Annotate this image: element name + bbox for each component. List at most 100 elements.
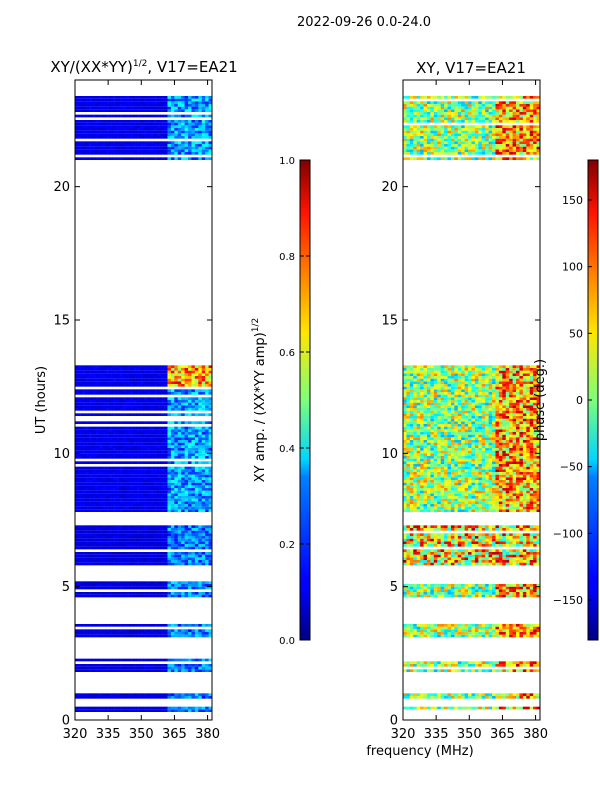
heatmap-cell xyxy=(529,592,534,595)
heatmap-cell xyxy=(208,538,212,542)
heatmap-cell xyxy=(133,368,138,371)
heatmap-cell xyxy=(492,562,496,566)
heatmap-cell xyxy=(140,629,144,632)
heatmap-cell xyxy=(194,693,199,696)
heatmap-cell xyxy=(116,488,120,491)
heatmap-cell xyxy=(126,453,131,456)
heatmap-cell xyxy=(450,562,455,566)
heatmap-cell xyxy=(464,706,469,710)
heatmap-cell xyxy=(109,381,114,384)
heatmap-cell xyxy=(119,485,124,488)
heatmap-cell xyxy=(184,448,189,451)
heatmap-cell xyxy=(512,706,517,710)
heatmap-cell xyxy=(119,506,124,510)
heatmap-cell xyxy=(205,429,209,432)
heatmap-cell xyxy=(413,594,418,598)
heatmap-cell xyxy=(157,370,162,374)
heatmap-cell xyxy=(88,493,93,496)
heatmap-cell xyxy=(133,96,138,99)
heatmap-cell xyxy=(181,125,185,128)
heatmap-cell xyxy=(129,666,134,670)
heatmap-cell xyxy=(406,589,411,592)
heatmap-cell xyxy=(105,592,110,595)
heatmap-cell xyxy=(146,480,151,483)
heatmap-cell xyxy=(116,368,120,371)
heatmap-cell xyxy=(170,536,175,539)
heatmap-cell xyxy=(133,696,138,699)
heatmap-cell xyxy=(129,370,134,374)
heatmap-cell xyxy=(136,624,141,627)
heatmap-cell xyxy=(464,669,469,672)
heatmap-cell xyxy=(136,632,141,635)
heatmap-cell xyxy=(174,378,179,382)
heatmap-cell xyxy=(164,408,168,411)
heatmap-cell xyxy=(447,624,452,627)
heatmap-cell xyxy=(201,381,206,384)
heatmap-cell xyxy=(95,472,100,475)
heatmap-cell xyxy=(201,426,206,430)
heatmap-cell xyxy=(160,490,165,494)
heatmap-cell xyxy=(495,549,500,552)
heatmap-cell xyxy=(188,546,192,550)
heatmap-cell xyxy=(474,549,479,552)
heatmap-cell xyxy=(181,525,185,528)
heatmap-cell xyxy=(109,405,114,408)
heatmap-cell xyxy=(140,552,144,555)
heatmap-cell xyxy=(136,397,141,400)
heatmap-cell xyxy=(174,434,179,438)
heatmap-cell xyxy=(184,397,189,400)
heatmap-cell xyxy=(88,146,93,150)
heatmap-cell xyxy=(122,373,127,376)
heatmap-cell xyxy=(403,589,407,592)
heatmap-cell xyxy=(509,634,513,638)
heatmap-cell xyxy=(495,562,500,566)
heatmap-cell xyxy=(119,120,124,123)
heatmap-cell xyxy=(177,594,182,598)
heatmap-cell xyxy=(167,658,172,662)
heatmap-cell xyxy=(129,368,134,371)
heatmap-cell xyxy=(512,626,517,630)
heatmap-cell xyxy=(146,488,151,491)
heatmap-cell xyxy=(116,485,120,488)
heatmap-cell xyxy=(105,450,110,454)
heatmap-cell xyxy=(498,584,503,587)
heatmap-cell xyxy=(509,693,513,696)
heatmap-cell xyxy=(426,552,431,555)
heatmap-cell xyxy=(208,114,212,118)
heatmap-cell xyxy=(164,480,168,483)
heatmap-cell xyxy=(208,448,212,451)
heatmap-cell xyxy=(102,144,107,147)
heatmap-cell xyxy=(92,506,96,510)
heatmap-cell xyxy=(205,546,209,550)
heatmap-cell xyxy=(136,528,141,531)
heatmap-cell xyxy=(129,453,134,456)
heatmap-cell xyxy=(474,634,479,638)
heatmap-cell xyxy=(164,125,168,128)
heatmap-cell xyxy=(81,706,86,710)
heatmap-cell xyxy=(464,624,469,627)
heatmap-cell xyxy=(519,594,524,598)
heatmap-cell xyxy=(495,626,500,630)
heatmap-cell xyxy=(208,482,212,486)
heatmap-cell xyxy=(174,557,179,560)
heatmap-cell xyxy=(98,592,103,595)
heatmap-cell xyxy=(498,544,503,547)
heatmap-cell xyxy=(468,696,472,699)
heatmap-cell xyxy=(75,592,79,595)
heatmap-cell xyxy=(129,709,134,712)
heatmap-cell xyxy=(437,629,442,632)
heatmap-cell xyxy=(98,450,103,454)
heatmap-cell xyxy=(181,456,185,459)
heatmap-cell xyxy=(157,466,162,470)
heatmap-cell xyxy=(191,586,196,590)
heatmap-cell xyxy=(109,448,114,451)
heatmap-cell xyxy=(92,114,96,118)
heatmap-cell xyxy=(146,152,151,155)
heatmap-cell xyxy=(78,389,83,392)
heatmap-cell xyxy=(150,528,155,531)
heatmap-cell xyxy=(526,544,531,547)
heatmap-cell xyxy=(122,525,127,528)
heatmap-cell xyxy=(109,530,114,534)
heatmap-cell xyxy=(208,469,212,472)
heatmap-cell xyxy=(136,562,141,566)
